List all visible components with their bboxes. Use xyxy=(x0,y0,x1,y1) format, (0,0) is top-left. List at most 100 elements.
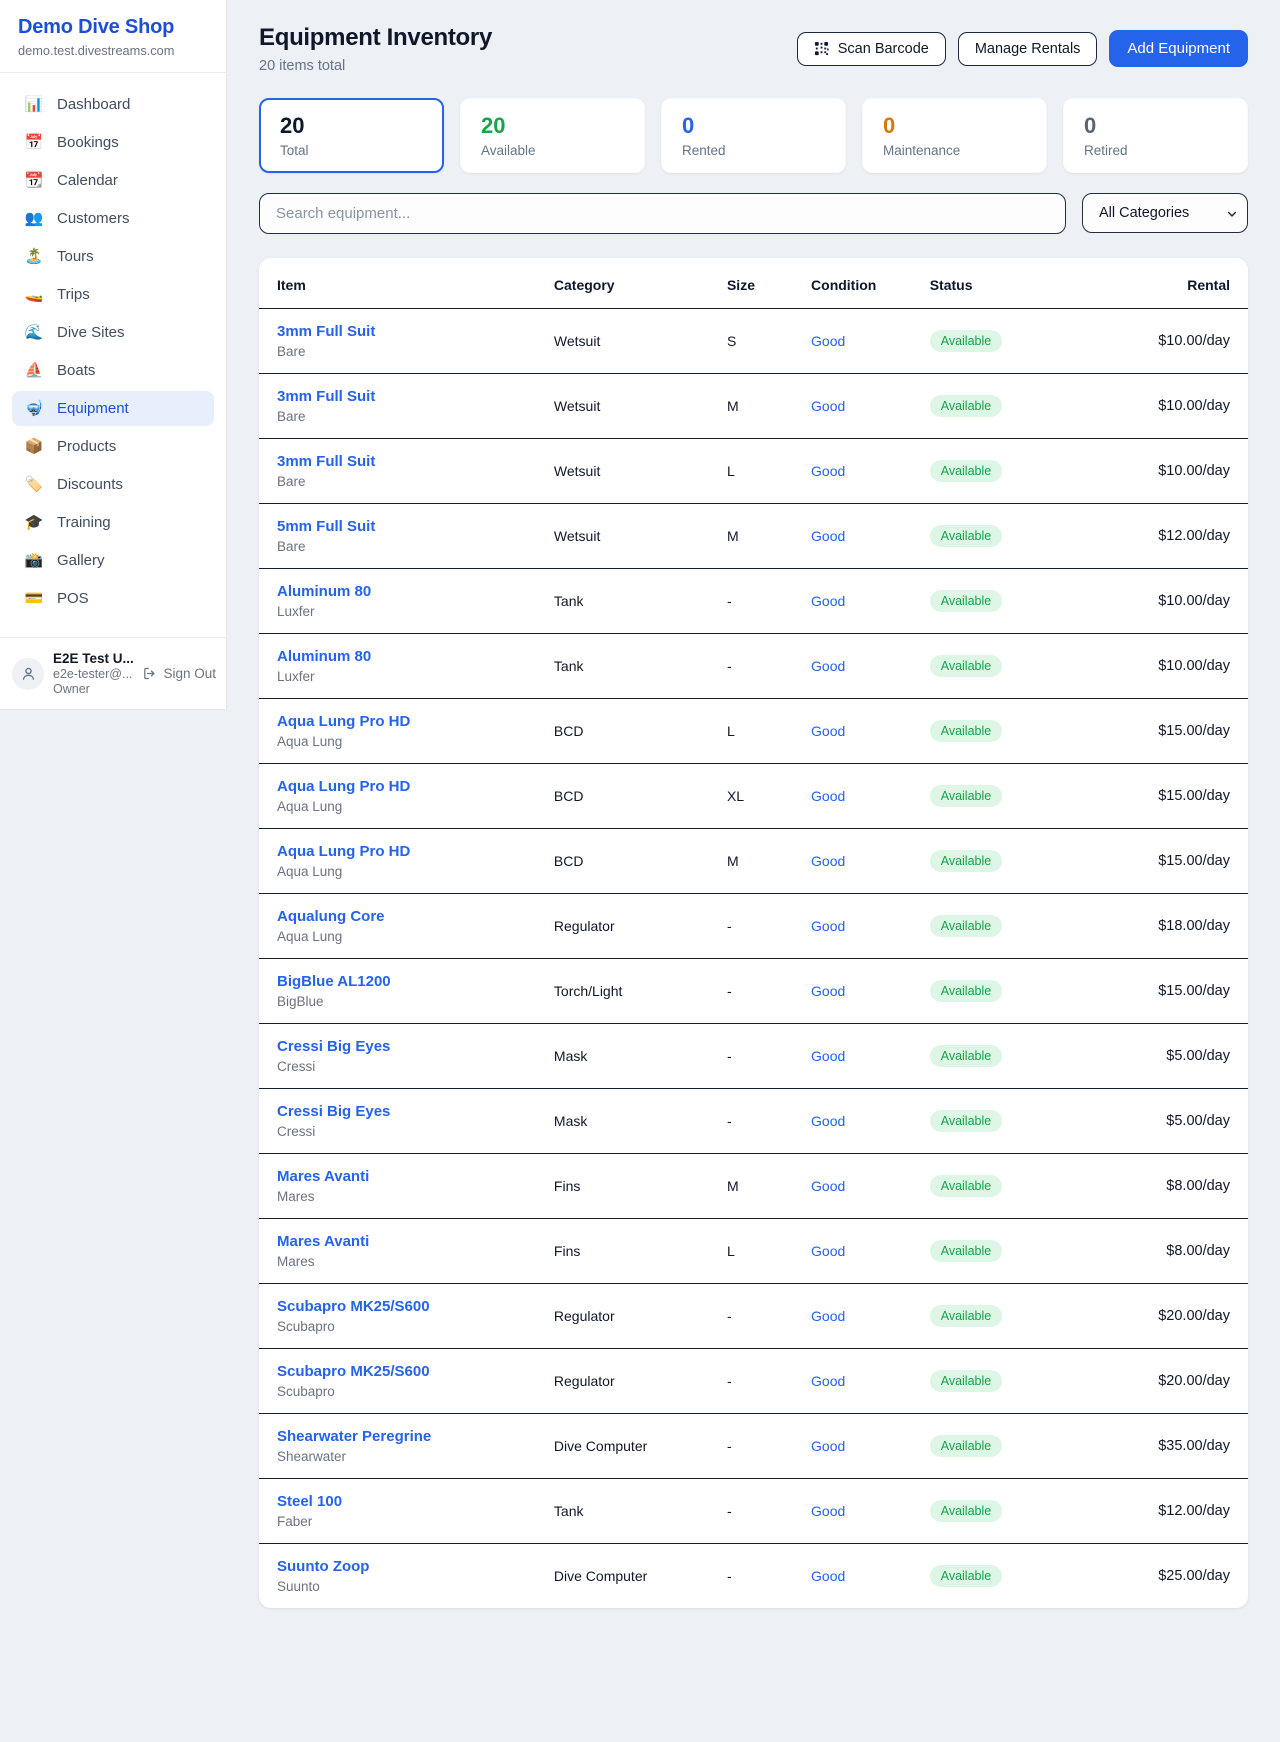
item-link[interactable]: 5mm Full Suit xyxy=(277,518,376,535)
cell-rental: $12.00/day xyxy=(1060,1478,1248,1544)
item-link[interactable]: Aluminum 80 xyxy=(277,648,372,665)
graduation-cap-icon: 🎓 xyxy=(24,514,44,531)
table-row: Shearwater Peregrine Shearwater Dive Com… xyxy=(259,1413,1248,1479)
condition-link[interactable]: Good xyxy=(811,463,846,479)
item-link[interactable]: Suunto Zoop xyxy=(277,1558,370,1575)
page-header: Equipment Inventory 20 items total Scan … xyxy=(259,24,1248,74)
item-link[interactable]: Scubapro MK25/S600 xyxy=(277,1298,430,1315)
cell-category: Wetsuit xyxy=(535,308,709,374)
item-link[interactable]: Cressi Big Eyes xyxy=(277,1038,391,1055)
condition-link[interactable]: Good xyxy=(811,1308,846,1324)
scan-barcode-button[interactable]: Scan Barcode xyxy=(796,31,946,66)
item-brand: Suunto xyxy=(277,1579,320,1594)
add-equipment-button[interactable]: Add Equipment xyxy=(1109,30,1248,67)
item-brand: Bare xyxy=(277,409,306,424)
stat-card-total[interactable]: 20 Total xyxy=(259,98,444,173)
item-link[interactable]: Mares Avanti xyxy=(277,1233,370,1250)
stat-label: Retired xyxy=(1084,143,1128,158)
status-badge: Available xyxy=(929,1175,1003,1197)
table-row: Mares Avanti Mares Fins M Good Available… xyxy=(259,1153,1248,1219)
sidebar-item-bookings[interactable]: 📅 Bookings xyxy=(12,125,214,160)
condition-link[interactable]: Good xyxy=(811,658,846,674)
stat-card-rented[interactable]: 0 Rented xyxy=(661,98,846,173)
sidebar-item-dive-sites[interactable]: 🌊 Dive Sites xyxy=(12,315,214,350)
sidebar-item-boats[interactable]: ⛵ Boats xyxy=(12,353,214,388)
item-link[interactable]: Aqua Lung Pro HD xyxy=(277,778,411,795)
condition-link[interactable]: Good xyxy=(811,1438,846,1454)
item-link[interactable]: Steel 100 xyxy=(277,1493,343,1510)
condition-link[interactable]: Good xyxy=(811,983,846,999)
table-row: Aqualung Core Aqua Lung Regulator - Good… xyxy=(259,893,1248,959)
stat-card-available[interactable]: 20 Available xyxy=(460,98,645,173)
condition-link[interactable]: Good xyxy=(811,1113,846,1129)
sidebar-item-label: Training xyxy=(57,514,111,531)
cell-category: Mask xyxy=(535,1088,709,1154)
status-badge: Available xyxy=(929,1045,1003,1067)
item-link[interactable]: Aqua Lung Pro HD xyxy=(277,713,411,730)
condition-link[interactable]: Good xyxy=(811,398,846,414)
condition-link[interactable]: Good xyxy=(811,1503,846,1519)
item-brand: Aqua Lung xyxy=(277,929,343,944)
filter-bar: All Categories xyxy=(259,193,1248,234)
status-badge: Available xyxy=(929,655,1003,677)
condition-link[interactable]: Good xyxy=(811,528,846,544)
item-link[interactable]: Aqualung Core xyxy=(277,908,385,925)
item-link[interactable]: 3mm Full Suit xyxy=(277,388,376,405)
item-link[interactable]: Mares Avanti xyxy=(277,1168,370,1185)
condition-link[interactable]: Good xyxy=(811,593,846,609)
sidebar-item-gallery[interactable]: 📸 Gallery xyxy=(12,543,214,578)
item-brand: Luxfer xyxy=(277,669,315,684)
sidebar-item-dashboard[interactable]: 📊 Dashboard xyxy=(12,87,214,122)
manage-rentals-button[interactable]: Manage Rentals xyxy=(957,31,1098,66)
condition-link[interactable]: Good xyxy=(811,1178,846,1194)
item-brand: Bare xyxy=(277,344,306,359)
sidebar-item-pos[interactable]: 💳 POS xyxy=(12,581,214,616)
stat-card-retired[interactable]: 0 Retired xyxy=(1063,98,1248,173)
stat-value: 0 xyxy=(1084,113,1097,138)
item-link[interactable]: Aqua Lung Pro HD xyxy=(277,843,411,860)
item-link[interactable]: Cressi Big Eyes xyxy=(277,1103,391,1120)
sidebar-item-discounts[interactable]: 🏷️ Discounts xyxy=(12,467,214,502)
item-link[interactable]: 3mm Full Suit xyxy=(277,453,376,470)
cell-size: - xyxy=(708,1088,794,1154)
sidebar-item-tours[interactable]: 🏝️ Tours xyxy=(12,239,214,274)
cell-category: Dive Computer xyxy=(535,1413,709,1479)
people-icon: 👥 xyxy=(24,210,44,227)
sidebar-item-training[interactable]: 🎓 Training xyxy=(12,505,214,540)
condition-link[interactable]: Good xyxy=(811,1048,846,1064)
sidebar-item-trips[interactable]: 🚤 Trips xyxy=(12,277,214,312)
condition-link[interactable]: Good xyxy=(811,853,846,869)
brand-title[interactable]: Demo Dive Shop xyxy=(18,16,175,38)
condition-link[interactable]: Good xyxy=(811,1568,846,1584)
category-filter[interactable]: All Categories xyxy=(1082,193,1248,233)
item-link[interactable]: Scubapro MK25/S600 xyxy=(277,1363,430,1380)
stat-card-maintenance[interactable]: 0 Maintenance xyxy=(862,98,1047,173)
sign-out-button[interactable]: Sign Out xyxy=(142,666,216,681)
item-link[interactable]: 3mm Full Suit xyxy=(277,323,376,340)
condition-link[interactable]: Good xyxy=(811,788,846,804)
table-row: Cressi Big Eyes Cressi Mask - Good Avail… xyxy=(259,1088,1248,1154)
status-badge: Available xyxy=(929,395,1003,417)
sidebar-item-customers[interactable]: 👥 Customers xyxy=(12,201,214,236)
item-link[interactable]: BigBlue AL1200 xyxy=(277,973,391,990)
condition-link[interactable]: Good xyxy=(811,333,846,349)
sidebar-item-equipment[interactable]: 🤿 Equipment xyxy=(12,391,214,426)
condition-link[interactable]: Good xyxy=(811,723,846,739)
status-badge: Available xyxy=(929,525,1003,547)
sidebar-item-products[interactable]: 📦 Products xyxy=(12,429,214,464)
cell-size: L xyxy=(708,698,794,764)
condition-link[interactable]: Good xyxy=(811,918,846,934)
cell-rental: $10.00/day xyxy=(1060,438,1248,504)
manage-rentals-label: Manage Rentals xyxy=(974,40,1081,57)
sidebar-item-calendar[interactable]: 📆 Calendar xyxy=(12,163,214,198)
condition-link[interactable]: Good xyxy=(811,1243,846,1259)
item-brand: Faber xyxy=(277,1514,313,1529)
item-link[interactable]: Shearwater Peregrine xyxy=(277,1428,432,1445)
item-link[interactable]: Aluminum 80 xyxy=(277,583,372,600)
credit-card-icon: 💳 xyxy=(24,590,44,607)
cell-rental: $15.00/day xyxy=(1060,698,1248,764)
condition-link[interactable]: Good xyxy=(811,1373,846,1389)
sidebar-item-label: Boats xyxy=(57,362,96,379)
search-input[interactable] xyxy=(259,193,1066,234)
stat-value: 20 xyxy=(481,113,506,138)
